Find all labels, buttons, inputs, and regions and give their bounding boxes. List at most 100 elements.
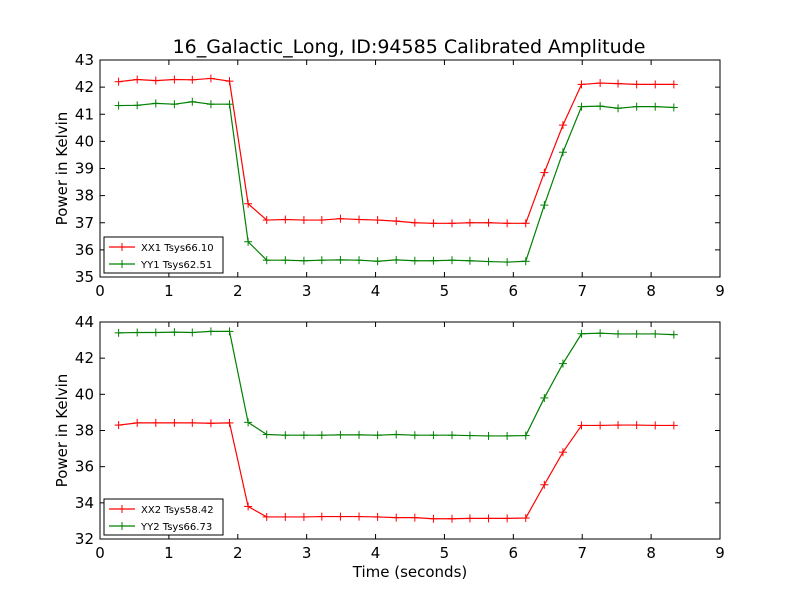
data-point [188, 418, 197, 427]
x-tick-label: 7 [577, 282, 587, 300]
y-tick-label: 39 [75, 160, 94, 178]
data-point [614, 329, 623, 338]
x-tick-label: 5 [440, 282, 450, 300]
series-1 [114, 74, 678, 228]
x-tick-label: 4 [371, 282, 381, 300]
data-point [262, 430, 271, 439]
data-point [299, 512, 308, 521]
data-point [336, 430, 345, 439]
y-tick-label: 38 [75, 422, 94, 440]
data-point [448, 256, 457, 265]
data-point [170, 75, 179, 84]
data-point [577, 329, 586, 338]
data-point [299, 431, 308, 440]
subplot-1: 0 1 2 3 4 5 6 7 8 9 35 36 37 38 39 40 41 42 43 Power in Kel… [53, 51, 725, 300]
data-point [355, 256, 364, 265]
data-point [429, 219, 438, 228]
x-tick-label: 2 [233, 282, 243, 300]
legend-item: XX2 Tsys58.42 [109, 505, 214, 516]
data-point [188, 75, 197, 84]
data-point [336, 255, 345, 264]
data-point [503, 431, 512, 440]
data-point [651, 102, 660, 111]
data-point [133, 101, 142, 110]
legend-box [103, 236, 224, 274]
legend-item: YY1 Tsys62.51 [109, 260, 212, 271]
data-point [133, 328, 142, 337]
x-tick-label: 3 [302, 544, 312, 562]
data-point [448, 514, 457, 523]
data-point [669, 421, 678, 430]
data-point [151, 328, 160, 337]
x-tick-label: 4 [371, 544, 381, 562]
series-2 [114, 97, 678, 267]
legend-label: XX2 Tsys58.42 [141, 505, 214, 516]
data-point [448, 219, 457, 228]
y-tick-label: 40 [75, 132, 94, 150]
legend-item: XX1 Tsys66.10 [109, 243, 214, 254]
data-point [244, 237, 253, 246]
data-point [558, 448, 567, 457]
data-point [632, 329, 641, 338]
y-tick-label: 36 [75, 458, 94, 476]
data-point [632, 80, 641, 89]
x-tick-label: 1 [164, 282, 174, 300]
data-point [262, 256, 271, 265]
data-point [206, 327, 215, 336]
data-point [651, 80, 660, 89]
data-point [151, 99, 160, 108]
data-point [448, 431, 457, 440]
data-point [317, 512, 326, 521]
data-point [465, 256, 474, 265]
x-tick-label: 8 [646, 544, 656, 562]
data-point [558, 359, 567, 368]
y-tick-label: 44 [75, 313, 94, 331]
data-point [465, 218, 474, 227]
data-point [540, 201, 549, 210]
legend-label: YY2 Tsys66.73 [140, 522, 212, 533]
x-tick-label: 1 [164, 544, 174, 562]
data-point [262, 512, 271, 521]
data-point [577, 421, 586, 430]
data-point [317, 256, 326, 265]
y-tick-label: 34 [75, 494, 94, 512]
data-point [596, 421, 605, 430]
data-point [484, 431, 493, 440]
y-axis-label: Power in Kelvin [53, 112, 71, 226]
data-point [281, 215, 290, 224]
legend-label: XX1 Tsys66.10 [141, 243, 214, 254]
y-tick-label: 43 [75, 51, 94, 69]
x-tick-label: 5 [440, 544, 450, 562]
data-point [392, 217, 401, 226]
data-point [336, 214, 345, 223]
data-point [392, 513, 401, 522]
data-point [281, 512, 290, 521]
data-point [521, 431, 530, 440]
data-point [429, 514, 438, 523]
data-point [540, 480, 549, 489]
data-point [392, 255, 401, 264]
x-tick-label: 6 [509, 544, 519, 562]
data-point [225, 100, 234, 109]
data-point [373, 257, 382, 266]
data-point [596, 329, 605, 338]
y-tick-label: 37 [75, 214, 94, 232]
data-point [244, 199, 253, 208]
data-point [558, 148, 567, 157]
data-point [355, 430, 364, 439]
data-point [540, 393, 549, 402]
data-point [669, 103, 678, 112]
series-2 [114, 327, 678, 440]
data-point [651, 421, 660, 430]
data-point [632, 421, 641, 430]
data-point [392, 430, 401, 439]
x-tick-label: 6 [509, 282, 519, 300]
data-point [410, 431, 419, 440]
y-tick-label: 38 [75, 187, 94, 205]
x-tick-label: 8 [646, 282, 656, 300]
data-point [114, 421, 123, 430]
data-point [170, 418, 179, 427]
data-point [225, 327, 234, 336]
data-point [281, 431, 290, 440]
